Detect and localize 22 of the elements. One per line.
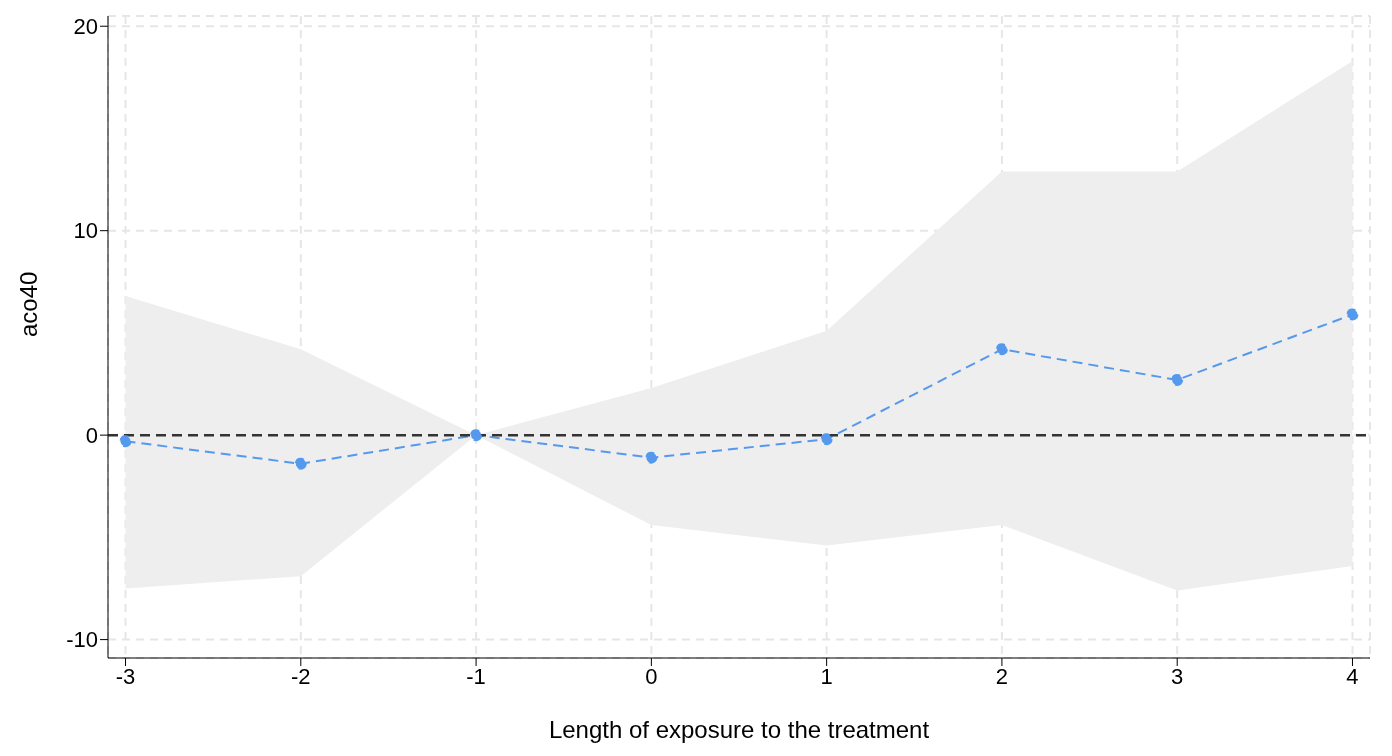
y-tick-label: 0: [85, 422, 98, 448]
y-tick-label: -10: [66, 627, 98, 653]
y-tick-label: 10: [73, 218, 98, 244]
point: [470, 429, 483, 442]
x-tick-label: 4: [1346, 663, 1359, 689]
x-tick-label: -2: [291, 663, 311, 689]
point: [645, 451, 658, 464]
x-tick-label: -1: [466, 663, 486, 689]
point: [1171, 373, 1184, 386]
x-tick-label: 3: [1171, 663, 1184, 689]
y-tick-label: 20: [73, 14, 98, 40]
point: [820, 433, 833, 446]
x-axis-title: Length of exposure to the treatment: [548, 716, 930, 743]
x-tick-label: -3: [115, 663, 136, 689]
point: [1346, 308, 1359, 321]
x-tick-label: 0: [645, 663, 658, 689]
point: [294, 457, 307, 470]
y-axis-title: aco40: [14, 271, 42, 337]
point: [995, 343, 1008, 356]
x-tick-label: 2: [995, 663, 1009, 689]
point: [119, 435, 132, 448]
x-tick-label: 1: [820, 663, 833, 689]
